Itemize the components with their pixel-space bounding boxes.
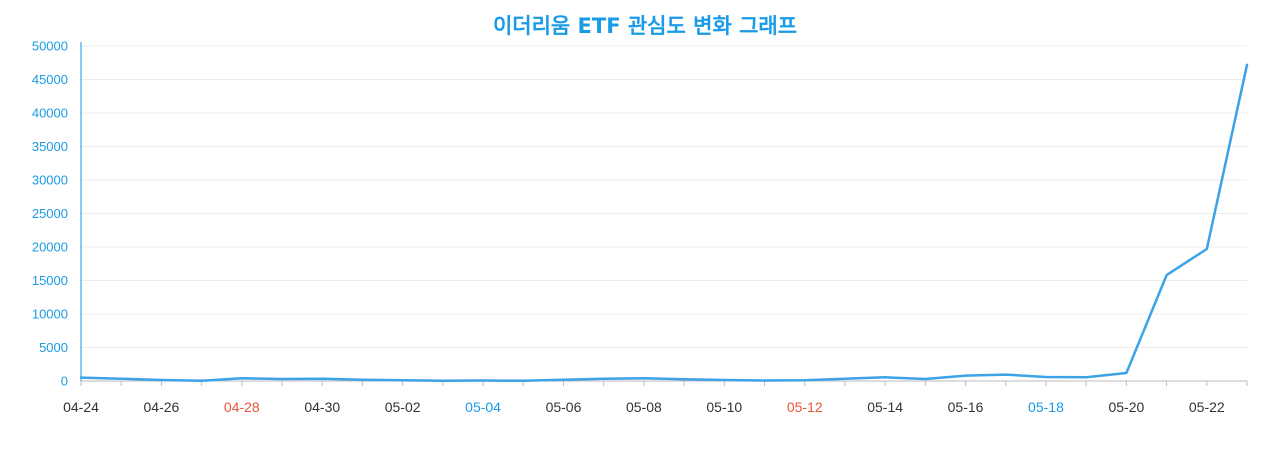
x-tick-label: 05-16 bbox=[948, 399, 984, 415]
x-tick-label: 04-24 bbox=[63, 399, 99, 415]
y-tick-label: 5000 bbox=[39, 340, 68, 355]
y-tick-label: 20000 bbox=[32, 240, 68, 255]
y-tick-label: 15000 bbox=[32, 273, 68, 288]
y-tick-label: 0 bbox=[61, 374, 68, 389]
x-tick-label: 04-28 bbox=[224, 399, 260, 415]
y-tick-label: 30000 bbox=[32, 173, 68, 188]
chart-title: 이더리움 ETF 관심도 변화 그래프 bbox=[492, 14, 798, 38]
x-tick-label: 05-22 bbox=[1189, 399, 1225, 415]
x-tick-label: 05-10 bbox=[706, 399, 742, 415]
x-tick-label: 04-30 bbox=[304, 399, 340, 415]
y-tick-label: 50000 bbox=[32, 39, 68, 54]
x-tick-label: 05-04 bbox=[465, 399, 501, 415]
x-tick-label: 05-02 bbox=[385, 399, 421, 415]
y-tick-label: 25000 bbox=[32, 206, 68, 221]
x-tick-label: 05-20 bbox=[1108, 399, 1144, 415]
y-tick-label: 10000 bbox=[32, 307, 68, 322]
y-tick-label: 45000 bbox=[32, 72, 68, 87]
x-tick-label: 05-12 bbox=[787, 399, 823, 415]
x-tick-label: 05-14 bbox=[867, 399, 903, 415]
x-tick-label: 05-18 bbox=[1028, 399, 1064, 415]
y-tick-label: 35000 bbox=[32, 139, 68, 154]
x-tick-label: 04-26 bbox=[144, 399, 180, 415]
y-tick-label: 40000 bbox=[32, 106, 68, 121]
series-line bbox=[79, 63, 1249, 383]
x-tick-label: 05-06 bbox=[546, 399, 582, 415]
x-tick-label: 05-08 bbox=[626, 399, 662, 415]
